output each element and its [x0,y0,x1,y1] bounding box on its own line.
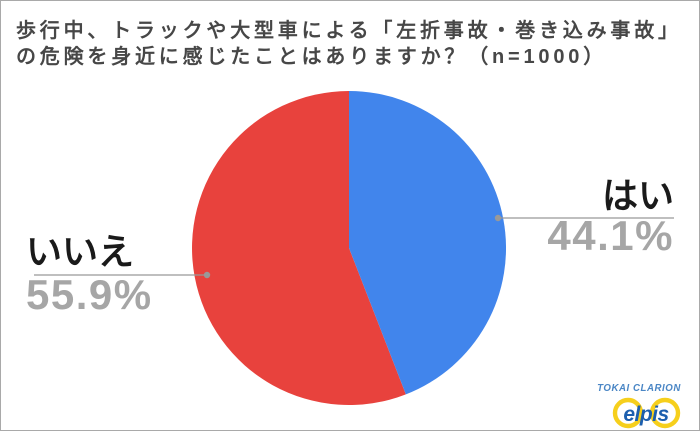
svg-text:elpis: elpis [623,403,668,426]
